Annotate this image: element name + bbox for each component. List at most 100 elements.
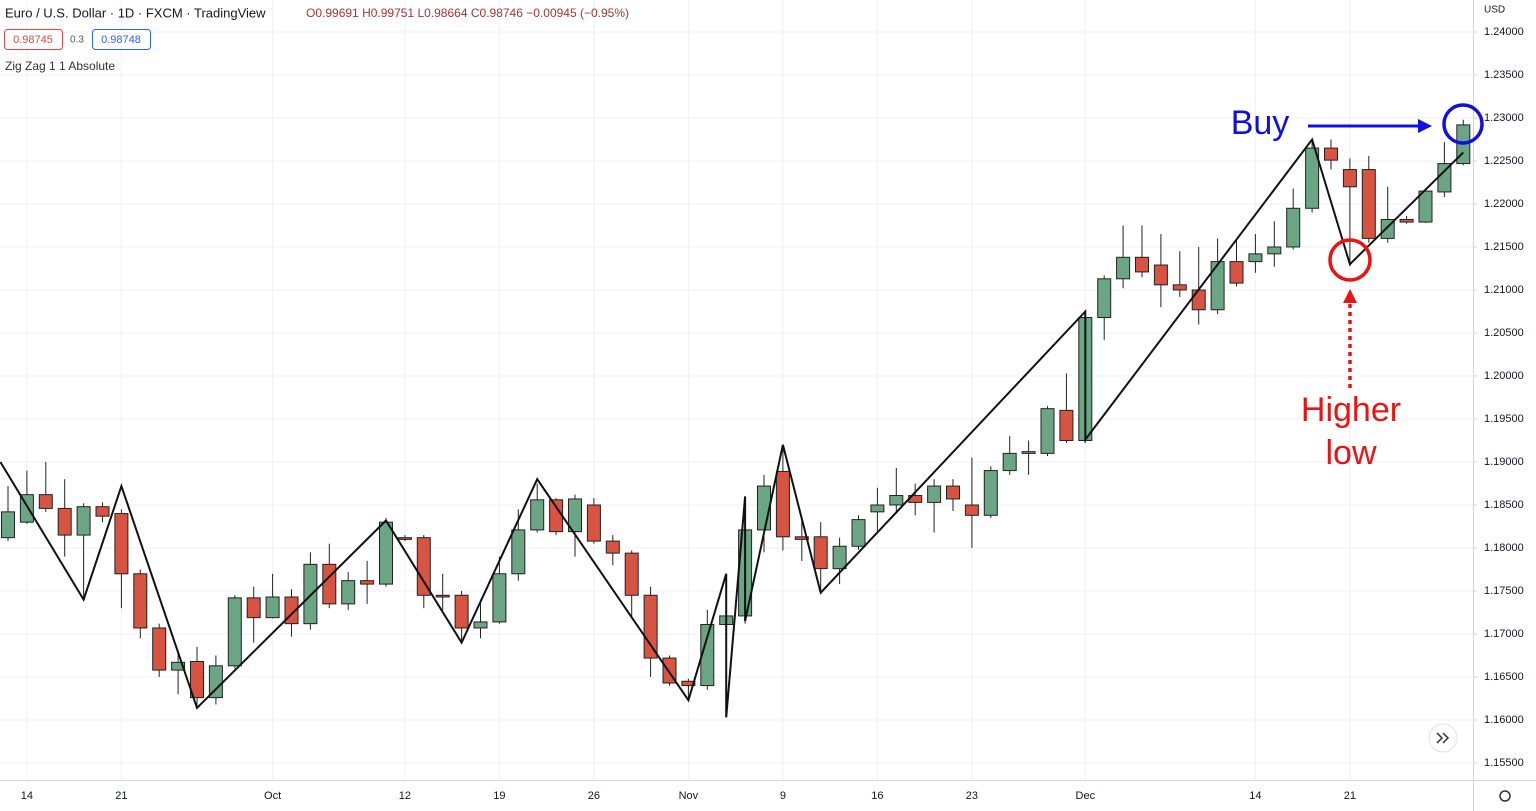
candle-body xyxy=(1116,256,1131,280)
candle-body xyxy=(870,504,885,513)
y-tick-label: 1.23000 xyxy=(1484,112,1524,124)
y-tick-label: 1.19500 xyxy=(1484,413,1524,425)
y-tick-label: 1.17500 xyxy=(1484,585,1524,597)
settings-icon[interactable] xyxy=(1499,790,1511,802)
candle-body xyxy=(1097,278,1112,319)
candle-body xyxy=(1361,169,1376,239)
candle-body xyxy=(681,680,696,687)
y-tick-label: 1.21500 xyxy=(1484,241,1524,253)
candle-body xyxy=(889,495,904,506)
y-tick-label: 1.20500 xyxy=(1484,327,1524,339)
bid-box[interactable] xyxy=(4,29,63,50)
candle-body xyxy=(265,596,280,619)
candle-body xyxy=(1172,284,1187,291)
currency[interactable]: USD xyxy=(1484,5,1505,16)
candle-body xyxy=(1059,409,1074,441)
candle-body xyxy=(549,499,564,533)
y-tick-label: 1.23500 xyxy=(1484,69,1524,81)
ohlc-low: L0.98664 xyxy=(417,6,467,20)
candle-body xyxy=(1286,207,1301,248)
ask: 0.98748 xyxy=(101,34,141,46)
x-tick-label: 21 xyxy=(1344,790,1356,802)
ask-box[interactable] xyxy=(92,29,151,50)
y-tick-label: 1.19000 xyxy=(1484,456,1524,468)
candle-body xyxy=(57,507,72,536)
candle-body xyxy=(946,485,960,500)
candle-body xyxy=(1324,147,1338,161)
candle-body xyxy=(454,594,469,629)
candle-body xyxy=(643,594,658,659)
annotation-buy: Buy xyxy=(1231,104,1290,142)
low-circle xyxy=(1328,238,1372,282)
candle-body xyxy=(133,573,148,629)
annotation-higher-low: Higher low xyxy=(1301,391,1401,472)
ohlc-high: H0.99751 xyxy=(362,6,414,20)
x-tick-label: 12 xyxy=(399,790,411,802)
y-tick-label: 1.22000 xyxy=(1484,198,1524,210)
candle-body xyxy=(605,540,620,554)
candle-body xyxy=(851,519,866,547)
candle-body xyxy=(586,504,601,542)
buy-circle xyxy=(1442,103,1484,145)
buy-arrowhead xyxy=(1418,119,1432,133)
grid xyxy=(0,0,1473,780)
annotation-line: Higher xyxy=(1301,391,1401,429)
annotation-line: Buy xyxy=(1231,104,1290,142)
x-tick-label: 16 xyxy=(871,790,883,802)
y-tick-label: 1.22500 xyxy=(1484,155,1524,167)
candle-body xyxy=(530,499,545,531)
candle-body xyxy=(794,536,809,540)
candle-body xyxy=(416,537,431,596)
candle-body xyxy=(1267,246,1282,255)
candle-body xyxy=(303,563,318,625)
candle-body xyxy=(322,563,337,605)
x-tick-label: 26 xyxy=(588,790,600,802)
candle-body xyxy=(813,536,828,570)
candle-body xyxy=(1153,264,1168,286)
indicator-label: Zig Zag 1 1 Absolute xyxy=(5,59,115,73)
candle-body xyxy=(624,552,639,596)
candle-body xyxy=(397,537,412,540)
candle-body xyxy=(1305,147,1320,209)
x-tick-label: 19 xyxy=(493,790,505,802)
chart-title: Euro / U.S. Dollar · 1D · FXCM · Trading… xyxy=(5,5,266,20)
candle-body xyxy=(1342,169,1357,188)
y-tick-label: 1.24000 xyxy=(1484,26,1524,38)
candle-body xyxy=(227,597,242,667)
zigzag-line xyxy=(0,137,1465,718)
candle-body xyxy=(1191,289,1206,311)
candle-body xyxy=(171,661,186,671)
candle-body xyxy=(568,498,582,533)
x-tick-label: 9 xyxy=(780,790,786,802)
axes: 1.15500 1.16000 1.16500 1.17000 1.17500 1.180… xyxy=(21,26,1524,802)
y-tick-label: 1.18500 xyxy=(1484,499,1524,511)
candle-body xyxy=(360,580,375,585)
candle-body xyxy=(775,470,790,538)
x-tick-label: 14 xyxy=(1249,790,1261,802)
y-tick-label: 1.18000 xyxy=(1484,542,1524,554)
annotation-line: low xyxy=(1325,434,1376,472)
x-tick-label: 21 xyxy=(115,790,127,802)
y-tick-label: 1.16500 xyxy=(1484,671,1524,683)
candle-body xyxy=(1210,261,1225,311)
candle-body xyxy=(492,573,507,623)
candle-body xyxy=(1418,190,1433,223)
low-arrowhead xyxy=(1343,289,1357,303)
candle-body xyxy=(1,511,15,539)
candle-body xyxy=(38,494,53,509)
ohlc-open: O0.99691 xyxy=(306,6,359,20)
scroll-icon xyxy=(1436,732,1450,744)
candle-body xyxy=(511,529,526,575)
candle-body xyxy=(1248,253,1263,263)
x-tick-label: Oct xyxy=(264,790,281,802)
x-tick-label: Dec xyxy=(1076,790,1096,802)
y-tick-label: 1.21000 xyxy=(1484,284,1524,296)
candle-body xyxy=(76,506,91,536)
candle-body xyxy=(832,545,847,570)
candle-body xyxy=(1040,408,1055,454)
x-tick-label: 23 xyxy=(966,790,978,802)
plot xyxy=(0,119,1471,718)
candle-body xyxy=(700,624,715,687)
